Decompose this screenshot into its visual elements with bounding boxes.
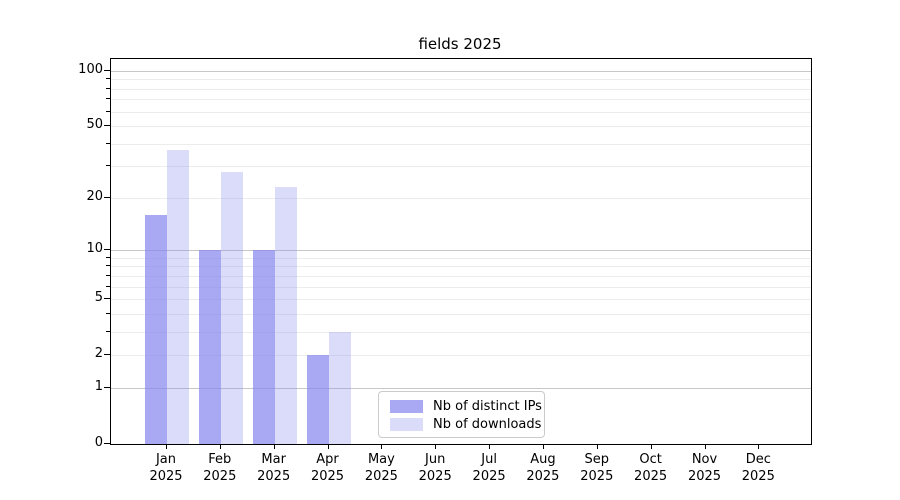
gridline-minor [111,99,811,101]
gridline-minor [111,166,811,168]
gridline-minor [111,275,811,277]
x-tick-label-feb: Feb 2025 [203,452,237,484]
legend-swatch-distinct-ips [390,399,423,413]
y-minor-tick-mark [106,265,110,267]
bar-downloads-mar [274,187,297,444]
gridline-minor [111,355,811,357]
x-tick-mark [435,444,437,449]
y-tick-mark [104,298,110,300]
gridline-minor [111,197,811,199]
bar-distinct-ips-apr [306,355,329,444]
legend-label-downloads: Nb of downloads [433,416,542,432]
x-tick-label-mar: Mar 2025 [257,452,291,484]
gridline-minor [111,331,811,333]
x-tick-mark [327,444,329,449]
gridline-major [111,70,811,72]
y-tick-mark [104,443,110,444]
y-tick-mark [104,354,110,356]
x-tick-mark [596,444,598,449]
chart-title: fields 2025 [418,35,502,53]
gridline-major [111,250,811,252]
y-tick-label-1: 1 [94,379,103,394]
y-minor-tick-mark [106,285,110,287]
y-minor-tick-mark [106,312,110,314]
y-tick-label-10: 10 [86,241,103,257]
y-tick-mark [104,387,110,388]
gridline-minor [111,143,811,145]
gridline-minor [111,286,811,288]
x-tick-label-oct: Oct 2025 [634,452,668,484]
y-minor-tick-mark [106,330,110,332]
y-minor-tick-mark [106,142,110,144]
gridline-minor [111,126,811,128]
gridline-major [111,388,811,389]
x-tick-mark [273,444,275,449]
bar-downloads-feb [220,171,243,444]
gridline-minor [111,79,811,81]
bar-downloads-jan [167,149,189,444]
plot-area [110,58,812,445]
x-tick-label-dec: Dec 2025 [741,452,775,484]
y-tick-mark [104,249,110,251]
gridline-minor [111,111,811,113]
x-tick-mark [166,444,167,449]
legend: Nb of distinct IPs Nb of downloads [378,391,545,438]
y-tick-mark [104,125,110,127]
y-minor-tick-mark [106,274,110,276]
bar-distinct-ips-mar [252,250,275,444]
x-tick-mark [758,444,760,449]
y-tick-label-20: 20 [86,188,103,204]
y-tick-label-50: 50 [86,117,103,133]
x-tick-label-apr: Apr 2025 [310,452,345,484]
x-tick-label-may: May 2025 [364,452,398,484]
y-minor-tick-mark [106,110,110,112]
x-tick-mark [219,444,221,449]
y-tick-mark [104,196,110,198]
y-tick-label-2: 2 [94,346,103,362]
x-tick-mark [489,444,491,449]
y-minor-tick-mark [106,256,110,258]
x-tick-label-jul: Jul 2025 [472,452,506,484]
y-tick-label-5: 5 [94,290,103,306]
gridline-minor [111,299,811,301]
legend-item-distinct-ips: Nb of distinct IPs [390,398,544,414]
x-tick-label-aug: Aug 2025 [526,452,560,484]
x-tick-label-jun: Jun 2025 [418,452,452,484]
x-tick-label-jan: Jan 2025 [149,452,183,484]
x-tick-mark [704,444,706,449]
x-tick-label-sep: Sep 2025 [580,452,614,484]
legend-item-downloads: Nb of downloads [390,416,544,432]
bar-distinct-ips-jan [145,214,167,444]
x-tick-mark [650,444,652,449]
y-minor-tick-mark [106,165,110,167]
y-minor-tick-mark [106,78,110,80]
gridline-minor [111,257,811,259]
x-tick-label-nov: Nov 2025 [687,452,722,484]
y-tick-label-0: 0 [94,435,103,450]
y-tick-label-100: 100 [78,61,103,77]
gridline-minor [111,313,811,315]
x-tick-mark [381,444,383,449]
y-minor-tick-mark [106,98,110,100]
x-tick-mark [542,444,544,449]
y-minor-tick-mark [106,87,110,89]
legend-label-distinct-ips: Nb of distinct IPs [433,398,542,414]
bar-downloads-apr [328,331,351,444]
gridline-minor [111,88,811,90]
y-tick-mark [104,69,110,71]
legend-swatch-downloads [390,417,423,431]
bar-distinct-ips-feb [198,250,221,444]
gridline-minor [111,266,811,268]
